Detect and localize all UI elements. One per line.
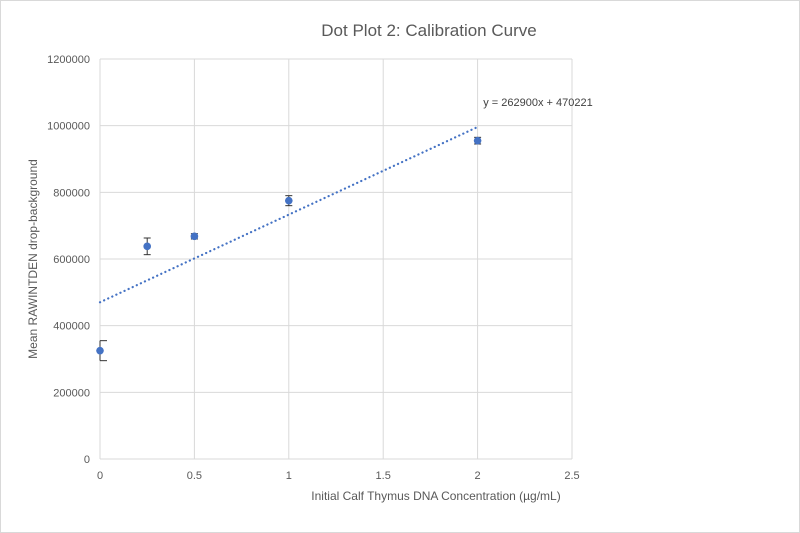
y-tick-label: 200000 bbox=[53, 387, 90, 399]
gridlines bbox=[99, 58, 573, 460]
data-point bbox=[96, 346, 104, 355]
x-tick-label: 2 bbox=[475, 470, 481, 482]
y-tick-labels: 0 200000 400000 600000 800000 1000000 1200000 bbox=[47, 54, 90, 466]
y-tick-label: 800000 bbox=[53, 187, 90, 199]
x-axis-label: Initial Calf Thymus DNA Concentration (µ… bbox=[311, 489, 560, 503]
trendline-equation: y = 262900x + 470221 bbox=[483, 97, 592, 109]
x-tick-label: 0 bbox=[97, 470, 103, 482]
data-point bbox=[473, 136, 482, 145]
chart-title: Dot Plot 2: Calibration Curve bbox=[321, 21, 536, 40]
data-point bbox=[190, 232, 199, 241]
y-tick-label: 0 bbox=[84, 454, 90, 466]
y-tick-label: 600000 bbox=[53, 254, 90, 266]
trendline bbox=[98, 125, 479, 304]
x-tick-labels: 0 0.5 1 1.5 2 2.5 bbox=[97, 470, 580, 482]
y-tick-label: 1200000 bbox=[47, 54, 90, 66]
y-axis-label: Mean RAWINTDEN drop-background bbox=[26, 159, 40, 359]
y-tick-label: 400000 bbox=[53, 321, 90, 333]
data-point bbox=[285, 196, 293, 205]
x-tick-label: 0.5 bbox=[187, 470, 202, 482]
x-tick-label: 2.5 bbox=[564, 470, 579, 482]
data-points bbox=[96, 136, 482, 362]
y-tick-label: 1000000 bbox=[47, 121, 90, 133]
x-tick-label: 1.5 bbox=[376, 470, 391, 482]
x-tick-label: 1 bbox=[286, 470, 292, 482]
trendline-group bbox=[98, 125, 479, 304]
data-point bbox=[143, 242, 151, 251]
